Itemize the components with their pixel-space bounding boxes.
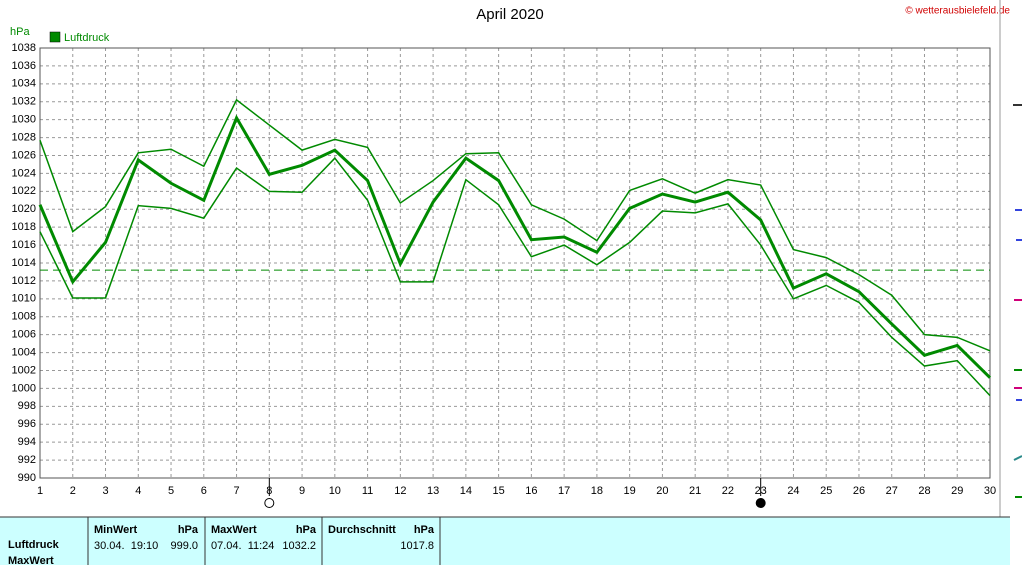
- x-tick-label: 30: [984, 485, 996, 497]
- y-tick-label: 996: [18, 418, 36, 430]
- x-tick-label: 26: [853, 485, 865, 497]
- cell-value: 1017.8: [400, 540, 434, 552]
- x-tick-label: 2: [70, 485, 76, 497]
- x-tick-label: 20: [656, 485, 668, 497]
- y-tick-label: 1018: [12, 221, 36, 233]
- x-tick-label: 17: [558, 485, 570, 497]
- row-label: MaxWert: [8, 555, 54, 565]
- x-tick-label: 12: [394, 485, 406, 497]
- y-tick-label: 1020: [12, 203, 36, 215]
- x-tick-label: 3: [102, 485, 108, 497]
- x-tick-label: 1: [37, 485, 43, 497]
- y-tick-label: 1000: [12, 382, 36, 394]
- x-tick-label: 7: [233, 485, 239, 497]
- plot-frame: [39, 47, 991, 479]
- x-tick-label: 13: [427, 485, 439, 497]
- y-tick-label: 1032: [12, 96, 36, 108]
- y-tick-label: 990: [18, 472, 36, 484]
- y-tick-label: 1002: [12, 364, 36, 376]
- x-tick-label: 6: [201, 485, 207, 497]
- legend-swatch: [49, 31, 61, 43]
- column-header: Durchschnitt: [328, 524, 396, 536]
- x-tick-label: 9: [299, 485, 305, 497]
- y-tick-label: 994: [18, 436, 36, 448]
- y-tick-label: 992: [18, 454, 36, 466]
- series-line: [38, 114, 992, 379]
- y-tick-label: 1012: [12, 275, 36, 287]
- x-tick-label: 14: [460, 485, 472, 497]
- y-tick-label: 1008: [12, 311, 36, 323]
- column-header: MaxWert: [211, 524, 257, 536]
- x-tick-label: 29: [951, 485, 963, 497]
- y-tick-label: 1014: [12, 257, 36, 269]
- credit: © wetterausbielefeld.de: [905, 6, 1010, 17]
- column-unit: hPa: [178, 524, 199, 536]
- row-label: Luftdruck: [8, 539, 60, 551]
- y-tick-label: 1036: [12, 60, 36, 72]
- x-tick-label: 21: [689, 485, 701, 497]
- cell-value: 999.0: [170, 540, 198, 552]
- moon-marker: [264, 498, 275, 508]
- chart-title: April 2020: [476, 6, 544, 23]
- y-tick-label: 1034: [12, 78, 36, 90]
- table-background: [0, 517, 1010, 565]
- table-lines: [0, 516, 1010, 565]
- y-tick-label: 1026: [12, 149, 36, 161]
- y-tick-label: 1030: [12, 114, 36, 126]
- x-tick-label: 25: [820, 485, 832, 497]
- y-tick-label: 1010: [12, 293, 36, 305]
- column-header: MinWert: [94, 524, 138, 536]
- legend-label: Luftdruck: [64, 32, 110, 44]
- side-strip: [1013, 104, 1022, 498]
- y-tick-label: 1016: [12, 239, 36, 251]
- series-line: [39, 157, 991, 397]
- y-tick-label: 998: [18, 400, 36, 412]
- x-tick-label: 16: [525, 485, 537, 497]
- y-tick-label: 1028: [12, 131, 36, 143]
- column-unit: hPa: [414, 524, 435, 536]
- x-tick-label: 4: [135, 485, 141, 497]
- cell-time: 30.04. 19:10: [94, 540, 158, 552]
- x-tick-label: 24: [787, 485, 799, 497]
- cell-value: 1032.2: [282, 540, 316, 552]
- y-tick-label: 1006: [12, 329, 36, 341]
- y-axis-label: hPa: [10, 26, 30, 38]
- y-tick-label: 1004: [12, 346, 36, 358]
- x-tick-label: 28: [918, 485, 930, 497]
- y-tick-label: 1022: [12, 185, 36, 197]
- x-tick-label: 5: [168, 485, 174, 497]
- y-tick-label: 1038: [12, 42, 36, 54]
- series-line: [39, 98, 991, 352]
- x-tick-label: 15: [492, 485, 504, 497]
- x-tick-label: 22: [722, 485, 734, 497]
- cell-time: 07.04. 11:24: [211, 540, 274, 552]
- column-unit: hPa: [296, 524, 317, 536]
- x-tick-label: 11: [362, 485, 373, 497]
- moon-marker: [755, 498, 766, 508]
- x-tick-label: 19: [624, 485, 636, 497]
- x-tick-label: 27: [886, 485, 898, 497]
- y-tick-label: 1024: [12, 167, 36, 179]
- x-tick-label: 18: [591, 485, 603, 497]
- x-tick-label: 10: [329, 485, 341, 497]
